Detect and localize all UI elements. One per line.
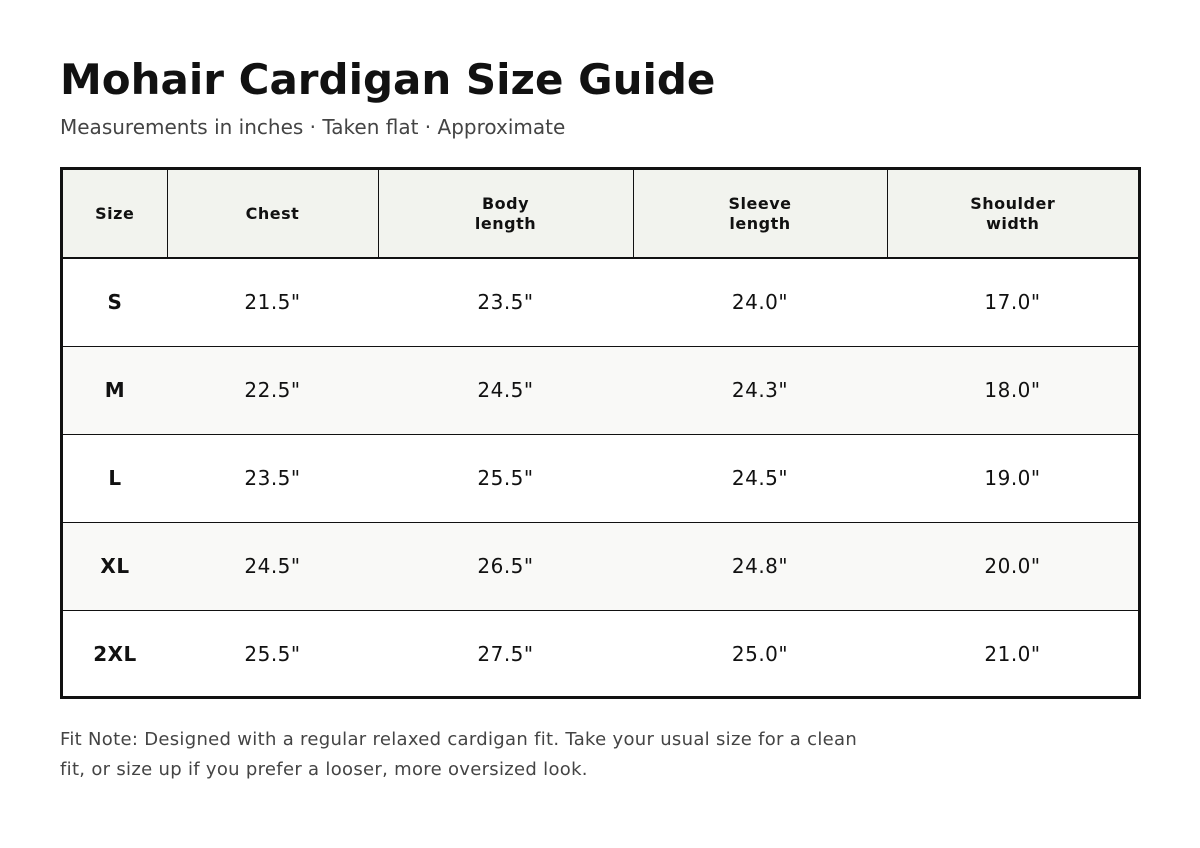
chest-cell: 23.5": [167, 434, 378, 523]
shoulder-width-cell: 18.0": [887, 346, 1138, 435]
column-header-body-length: Body length: [378, 170, 634, 259]
body-length-cell: 25.5": [378, 434, 633, 523]
sleeve-length-cell: 24.5": [633, 434, 887, 523]
shoulder-width-cell: 17.0": [887, 258, 1138, 347]
size-cell: XL: [63, 522, 167, 611]
body-length-cell: 26.5": [378, 522, 633, 611]
fit-note: Fit Note: Designed with a regular relaxe…: [60, 729, 858, 780]
size-cell: 2XL: [93, 642, 137, 667]
chest-cell: 21.5": [167, 258, 378, 347]
sleeve-length-cell: 24.3": [633, 346, 887, 435]
size-table: Size Chest Body length Sleeve length Sho…: [63, 170, 1138, 698]
body-length-cell: 24.5": [378, 346, 633, 435]
sleeve-length-cell: 25.0": [731, 642, 789, 667]
size-table-container: Size Chest Body length Sleeve length Sho…: [60, 167, 1141, 699]
table-row: S 21.5" 23.5" 24.0" 17.0": [63, 258, 1138, 347]
chest-cell: 22.5": [167, 346, 378, 435]
shoulder-width-cell: 19.0": [887, 434, 1138, 523]
table-row: L 23.5" 25.5" 24.5" 19.0": [63, 434, 1138, 523]
shoulder-width-cell: 21.0": [984, 642, 1041, 667]
table-row: 2XL 25.5" 27.5" 25.0" 21.0": [63, 610, 1138, 698]
size-cell: S: [63, 258, 167, 347]
column-header-sleeve-length: Sleeve length: [633, 170, 888, 259]
column-header-size: Size: [63, 170, 168, 259]
column-header-shoulder-width: Shoulder width: [887, 170, 1138, 259]
size-cell: L: [63, 434, 167, 523]
size-cell: M: [63, 346, 167, 435]
shoulder-width-cell: 20.0": [887, 522, 1138, 611]
body-length-cell: 23.5": [378, 258, 633, 347]
body-length-cell: 27.5": [477, 642, 534, 667]
table-header-row: Size Chest Body length Sleeve length Sho…: [63, 170, 1138, 259]
page-title: Mohair Cardigan Size Guide: [60, 55, 716, 104]
chest-cell: 25.5": [244, 642, 301, 667]
page-subtitle: Measurements in inches · Taken flat · Ap…: [60, 115, 566, 139]
table-row: XL 24.5" 26.5" 24.8" 20.0": [63, 522, 1138, 611]
column-header-chest: Chest: [167, 170, 379, 259]
chest-cell: 24.5": [167, 522, 378, 611]
sleeve-length-cell: 24.0": [633, 258, 887, 347]
sleeve-length-cell: 24.8": [633, 522, 887, 611]
table-row: M 22.5" 24.5" 24.3" 18.0": [63, 346, 1138, 435]
